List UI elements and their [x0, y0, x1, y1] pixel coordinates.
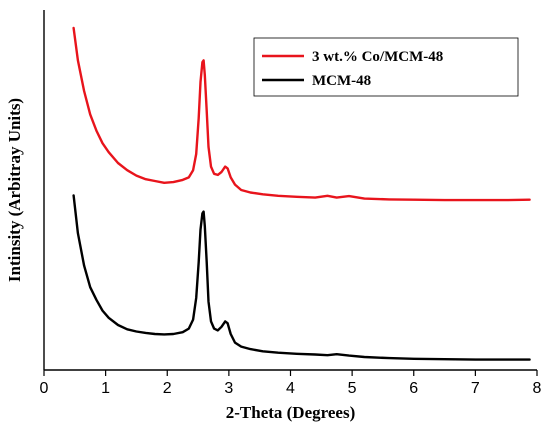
- x-tick-label: 4: [286, 380, 295, 397]
- x-ticks: 0 1 2 3 4 5 6 7 8: [40, 370, 542, 397]
- series-line-mcm-48: [72, 194, 531, 361]
- legend: 3 wt.% Co/MCM-48 MCM-48: [253, 37, 519, 97]
- x-tick-label: 5: [348, 380, 357, 397]
- x-tick-label: 8: [533, 380, 542, 397]
- y-axis-title: Intinsity (Arbitray Units): [5, 98, 24, 282]
- x-tick-label: 2: [163, 380, 172, 397]
- legend-label-co-mcm-48: 3 wt.% Co/MCM-48: [312, 49, 443, 65]
- x-tick-label: 6: [409, 380, 418, 397]
- x-tick-label: 0: [40, 380, 49, 397]
- legend-box: [253, 37, 519, 97]
- x-tick-label: 1: [101, 380, 110, 397]
- series-line-co-mcm-48: [72, 26, 531, 202]
- legend-label-mcm-48: MCM-48: [312, 73, 371, 89]
- x-axis-title: 2-Theta (Degrees): [226, 403, 356, 422]
- plot-lines: [72, 26, 531, 361]
- x-tick-label: 3: [224, 380, 233, 397]
- x-tick-label: 7: [471, 380, 480, 397]
